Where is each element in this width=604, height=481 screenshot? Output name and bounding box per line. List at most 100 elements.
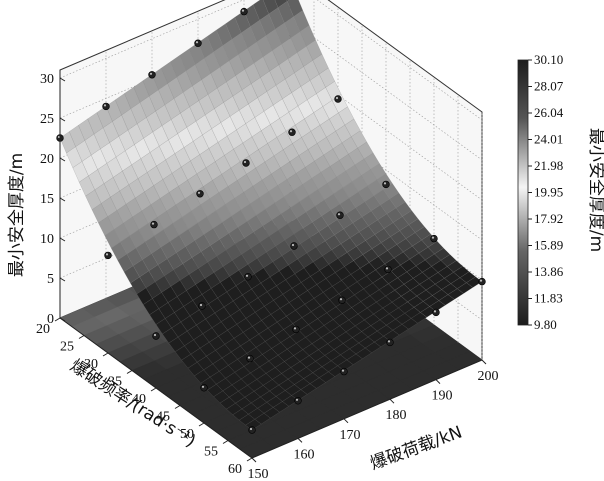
data-point: [244, 273, 252, 281]
z-tick-label: 25: [40, 112, 54, 127]
x-tick-label: 20: [36, 322, 50, 337]
y-tick-label: 160: [294, 447, 315, 462]
data-point: [194, 39, 202, 47]
data-point: [294, 397, 302, 405]
x-tick-label: 50: [180, 427, 194, 442]
data-point: [334, 95, 342, 103]
z-tick-label: 15: [40, 192, 54, 207]
z-tick-label: 5: [47, 272, 54, 287]
y-axis-label: 爆破荷载/kN: [368, 422, 465, 474]
data-point: [288, 128, 296, 136]
colorbar-label: 最小安全厚度/m: [586, 128, 604, 252]
data-point-highlight: [479, 279, 483, 282]
data-point-highlight: [433, 310, 437, 313]
surface-cell: [456, 282, 474, 294]
data-point: [200, 384, 208, 392]
colorbar-tick-label: 24.01: [534, 132, 563, 147]
surface-cell: [346, 353, 363, 365]
z-axis-ticks: 0 5 10 15 20 25 30: [40, 72, 66, 327]
data-point-highlight: [243, 160, 247, 164]
colorbar-tick-label: 9.80: [534, 317, 557, 332]
x-tick-label: 25: [60, 340, 74, 355]
x-tick-label: 30: [84, 357, 98, 372]
colorbar-tick-label: 26.04: [534, 105, 564, 120]
y-tick-mark: [389, 398, 395, 404]
colorbar: 30.10 28.07 26.04 24.01 21.98 19.95 17.92 15.89…: [517, 52, 604, 332]
colorbar-tick-label: 11.83: [534, 291, 563, 306]
z-tick-mark: [59, 77, 66, 82]
data-point-highlight: [387, 340, 391, 343]
colorbar-tick-label: 28.07: [534, 79, 564, 94]
data-point-highlight: [339, 298, 343, 301]
data-point-highlight: [151, 222, 155, 225]
x-tick-mark: [102, 352, 109, 357]
data-point: [340, 367, 348, 376]
data-point-highlight: [289, 130, 293, 133]
y-tick-mark: [481, 359, 487, 365]
data-point-highlight: [337, 213, 341, 216]
data-point-highlight: [195, 41, 199, 44]
y-tick-mark: [435, 379, 441, 384]
colorbar-ticks: 30.10 28.07 26.04 24.01 21.98 19.95 17.92 15.89…: [528, 52, 564, 332]
z-tick-label: 20: [40, 152, 54, 167]
y-tick-mark: [297, 438, 303, 443]
data-point: [148, 71, 156, 79]
x-tick-mark: [222, 440, 229, 444]
data-point-highlight: [335, 96, 339, 100]
data-point: [242, 159, 250, 167]
y-tick-label: 150: [248, 467, 269, 481]
data-point: [384, 265, 392, 274]
z-axis-label: 最小安全厚度/m: [7, 153, 27, 277]
x-tick-label: 45: [156, 410, 170, 425]
data-point-highlight: [385, 267, 389, 270]
data-point: [292, 325, 300, 334]
x-axis-ticks: 20 25 30 35 40 45 50 55 60: [36, 317, 253, 477]
data-point: [336, 211, 344, 219]
data-point: [248, 426, 256, 434]
data-point-highlight: [103, 104, 107, 107]
colorbar-tick-label: 13.86: [534, 264, 564, 279]
z-tick-mark: [59, 197, 66, 202]
x-tick-mark: [198, 422, 205, 427]
data-point: [104, 251, 112, 260]
z-tick-label: 10: [40, 232, 54, 247]
x-tick-mark: [54, 317, 61, 322]
data-point: [152, 332, 160, 340]
x-tick-label: 60: [228, 462, 242, 477]
data-point-highlight: [105, 253, 109, 256]
colorbar-tick-label: 15.89: [534, 238, 563, 253]
x-tick-mark: [150, 387, 157, 392]
surface-cell: [364, 341, 382, 354]
surface-cell: [447, 288, 464, 300]
z-tick-label: 0: [47, 312, 54, 327]
colorbar-tick-label: 19.95: [534, 185, 563, 200]
data-point-highlight: [197, 191, 201, 194]
data-point-highlight: [249, 427, 253, 431]
data-point: [338, 296, 346, 304]
z-tick-mark: [59, 117, 66, 122]
y-tick-label: 180: [386, 408, 407, 423]
data-point-highlight: [201, 385, 205, 388]
data-point-highlight: [291, 243, 295, 247]
surface-cell: [392, 324, 409, 336]
x-tick-mark: [246, 457, 253, 462]
data-point: [290, 242, 298, 250]
data-point: [246, 354, 254, 363]
x-tick-label: 55: [204, 445, 218, 460]
y-tick-label: 170: [340, 428, 361, 443]
z-tick-label: 30: [40, 72, 54, 87]
z-tick-mark: [59, 277, 66, 282]
y-tick-label: 200: [478, 369, 499, 384]
data-point-highlight: [245, 274, 249, 277]
z-tick-mark: [59, 237, 66, 242]
y-tick-mark: [251, 457, 257, 463]
data-point: [150, 220, 158, 229]
data-point: [386, 338, 394, 347]
data-point-highlight: [153, 333, 157, 337]
z-tick-mark: [59, 157, 66, 162]
data-point: [196, 190, 204, 198]
data-point-highlight: [295, 398, 299, 401]
data-point: [478, 277, 486, 286]
data-point-highlight: [341, 369, 345, 372]
